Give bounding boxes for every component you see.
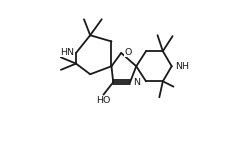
Text: N: N [133, 78, 140, 87]
Text: HN: HN [60, 48, 74, 57]
Text: HO: HO [96, 96, 110, 105]
Text: NH: NH [174, 62, 188, 71]
Text: O: O [124, 48, 131, 57]
